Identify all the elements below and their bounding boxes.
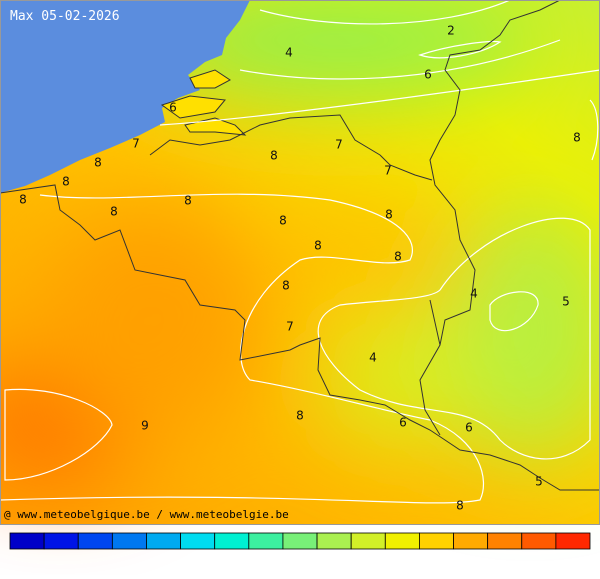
scale-step — [248, 532, 284, 550]
scale-step — [146, 532, 181, 550]
contour-label: 8 — [62, 175, 70, 189]
scale-step — [555, 532, 591, 550]
contour-label: 8 — [394, 250, 402, 264]
contour-label: 5 — [562, 295, 570, 309]
scale-step — [453, 532, 489, 550]
contour-label: 8 — [385, 208, 393, 222]
scale-step — [419, 532, 454, 550]
contours — [0, 0, 600, 503]
temperature-field — [0, 0, 600, 525]
scale-step — [350, 532, 386, 550]
scale-step — [316, 532, 352, 550]
scale-step — [487, 532, 523, 550]
sea — [0, 0, 250, 193]
map-title: Max 05-02-2026 — [10, 9, 120, 24]
contour-label: 7 — [335, 138, 343, 152]
contour-label: 6 — [424, 68, 432, 82]
contour-label: 8 — [296, 409, 304, 423]
contour-label: 7 — [286, 320, 294, 334]
scale-step — [9, 532, 45, 550]
contour-label: 4 — [470, 287, 478, 301]
scale-step — [384, 532, 420, 550]
scale-step — [77, 532, 113, 550]
scale-step — [282, 532, 318, 550]
credit: @ www.meteobelgique.be / www.meteobelgie… — [4, 508, 289, 521]
contour-labels: 2 4 6 6 8 7 8 7 8 7 8 8 8 8 8 8 8 8 4 5 8 7 4 9 8 6 6 5 8 — [19, 24, 581, 513]
contour-label: 6 — [465, 421, 473, 435]
scale-step — [521, 532, 557, 550]
borders — [0, 0, 600, 491]
scale-step — [111, 532, 147, 550]
contour-label: 8 — [184, 194, 192, 208]
contour-label: 8 — [456, 499, 464, 513]
contour-label: 8 — [110, 205, 118, 219]
contour-label: 6 — [169, 101, 177, 115]
contour-label: 8 — [19, 193, 27, 207]
contour-label: 6 — [399, 416, 407, 430]
contour-label: 8 — [314, 239, 322, 253]
contour-label: 4 — [369, 351, 377, 365]
scale-step — [214, 532, 250, 550]
contour-label: 2 — [447, 24, 455, 38]
contour-label: 8 — [573, 131, 581, 145]
contour-label: 8 — [282, 279, 290, 293]
contour-label: 5 — [535, 475, 543, 489]
scale-step — [43, 532, 79, 550]
contour-label: 8 — [270, 149, 278, 163]
contour-label: 7 — [132, 137, 140, 151]
color-scale — [9, 532, 591, 550]
contour-label: 9 — [141, 419, 149, 433]
contour-label: 8 — [94, 156, 102, 170]
contour-label: 7 — [384, 164, 392, 178]
contour-label: 4 — [285, 46, 293, 60]
islands — [160, 69, 247, 136]
contour-label: 8 — [279, 214, 287, 228]
scale-step — [180, 532, 216, 550]
